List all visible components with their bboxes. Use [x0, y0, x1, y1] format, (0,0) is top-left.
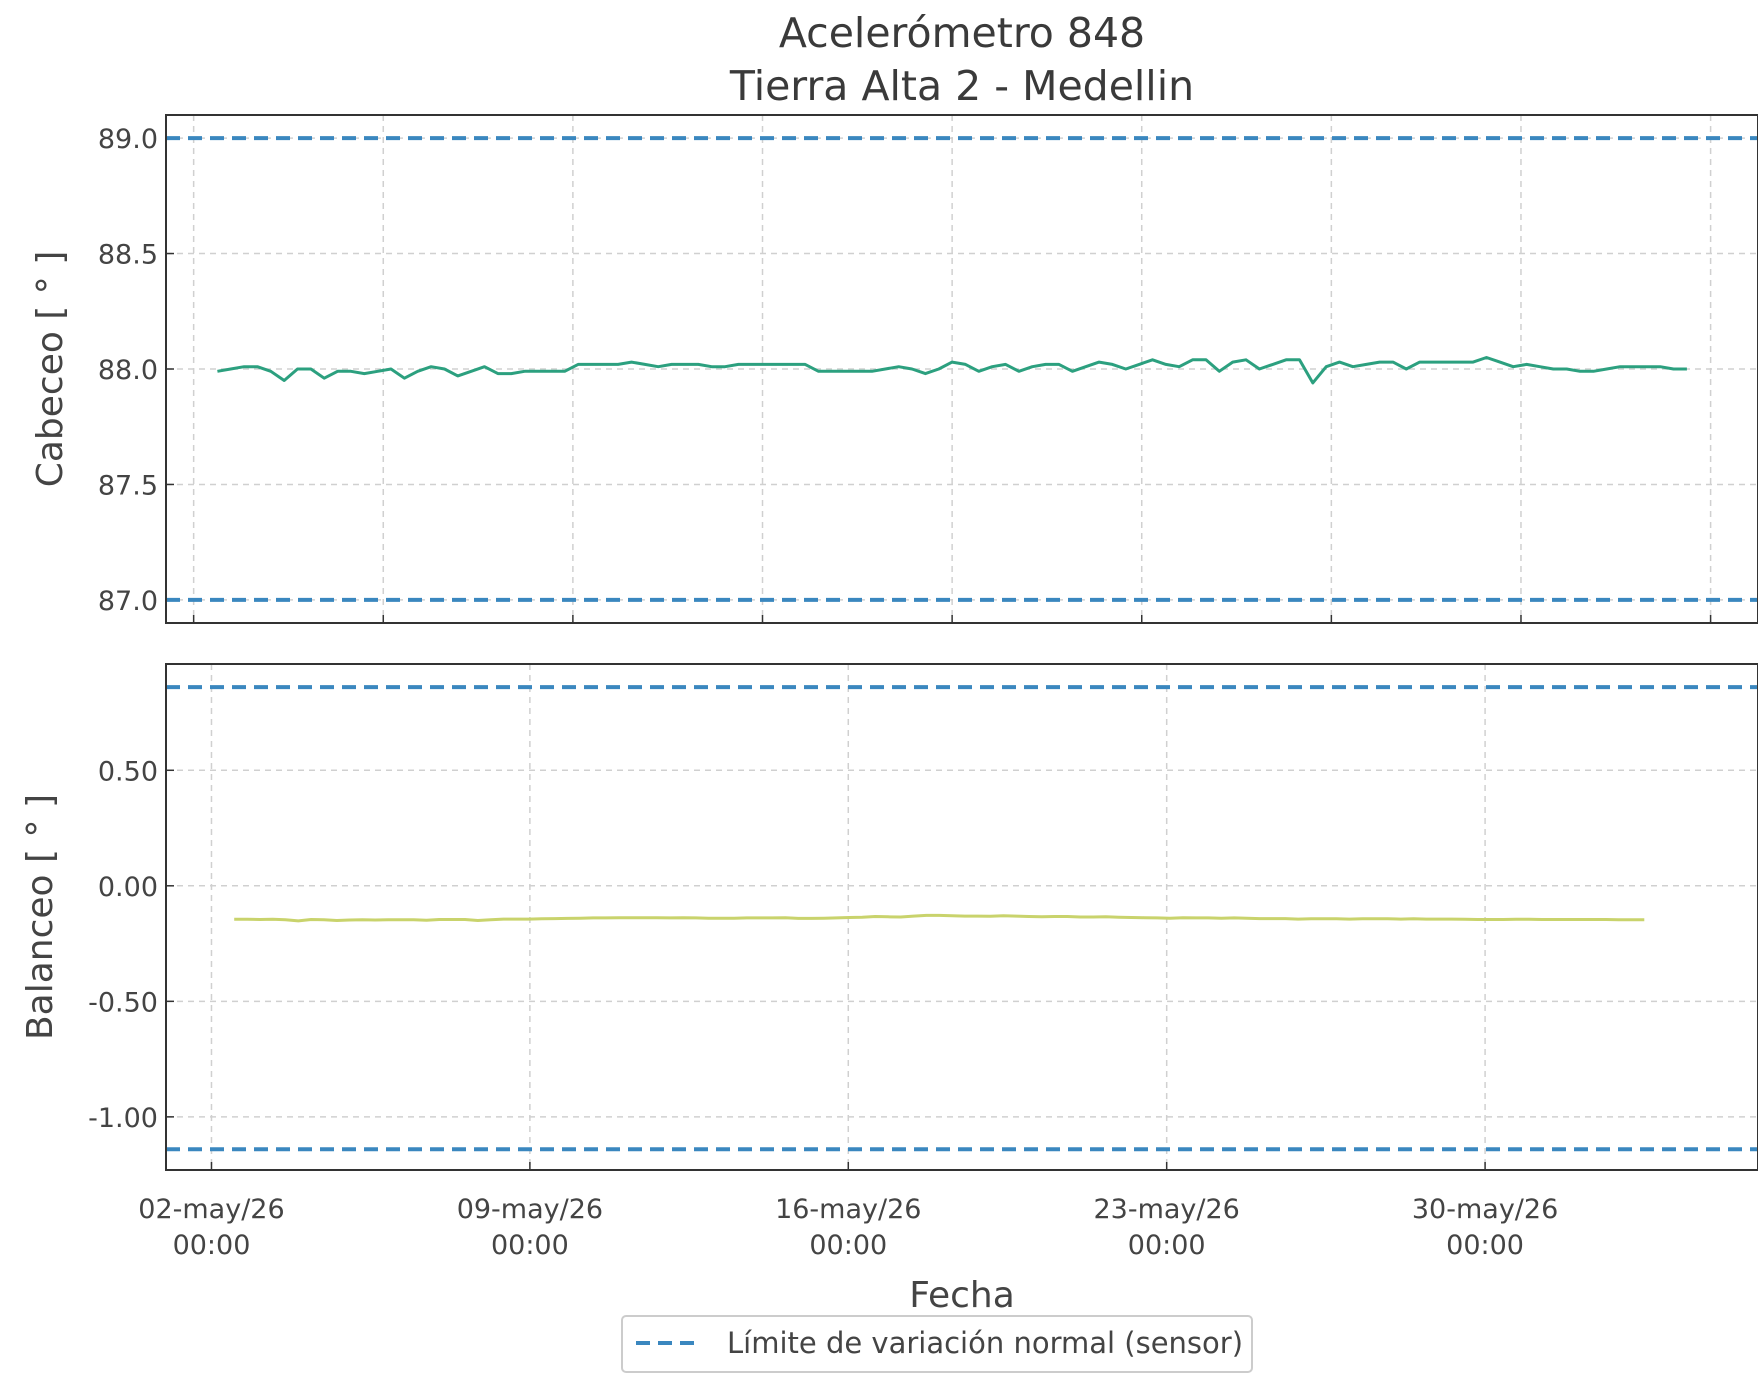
roll-panel: -1.00 -0.50 0.00 0.50 02-may/26 00:00 09-may/2…: [20, 663, 1758, 1261]
x-axis-label: Fecha: [909, 1275, 1015, 1316]
roll-ytick-label: -0.50: [88, 987, 158, 1018]
pitch-ytick-label: 88.5: [98, 240, 158, 271]
legend-entry: Límite de variación normal (sensor): [727, 1326, 1243, 1360]
roll-xtick-label-time: 00:00: [491, 1230, 569, 1261]
roll-y-axis-label: Balanceo [ ° ]: [20, 794, 61, 1040]
roll-ytick-label: 0.50: [98, 756, 158, 787]
roll-xtick-label-time: 00:00: [809, 1230, 887, 1261]
roll-series-line: [234, 913, 1645, 923]
roll-xtick-label-time: 00:00: [173, 1230, 251, 1261]
pitch-ytick-label: 87.0: [98, 586, 158, 617]
pitch-ytick-label: 89.0: [98, 124, 158, 155]
roll-xtick-label: 09-may/26: [457, 1194, 603, 1225]
roll-xtick-label: 30-may/26: [1412, 1194, 1558, 1225]
chart-title-line2: Tierra Alta 2 - Medellin: [729, 62, 1194, 110]
roll-xtick-label: 02-may/26: [138, 1194, 284, 1225]
legend-box: [621, 1315, 1253, 1373]
pitch-panel: 87.0 87.5 88.0 88.5 89.0 Cabeceo [ ° ]: [30, 114, 1758, 624]
roll-xtick-label: 16-may/26: [775, 1194, 921, 1225]
chart-title-line1: Acelerómetro 848: [779, 9, 1145, 57]
roll-ytick-label: 0.00: [98, 872, 158, 903]
pitch-axes-frame: [165, 114, 1758, 624]
roll-xtick-label-time: 00:00: [1446, 1230, 1524, 1261]
pitch-ytick-label: 88.0: [98, 355, 158, 386]
pitch-ytick-label: 87.5: [98, 470, 158, 501]
pitch-y-axis-label: Cabeceo [ ° ]: [30, 251, 71, 488]
roll-xtick-label: 23-may/26: [1093, 1194, 1239, 1225]
roll-xtick-label-time: 00:00: [1128, 1230, 1206, 1261]
legend: Límite de variación normal (sensor): [621, 1315, 1253, 1373]
roll-axes-frame: [165, 663, 1758, 1171]
pitch-series-line: [217, 356, 1687, 385]
roll-ytick-label: -1.00: [88, 1103, 158, 1134]
